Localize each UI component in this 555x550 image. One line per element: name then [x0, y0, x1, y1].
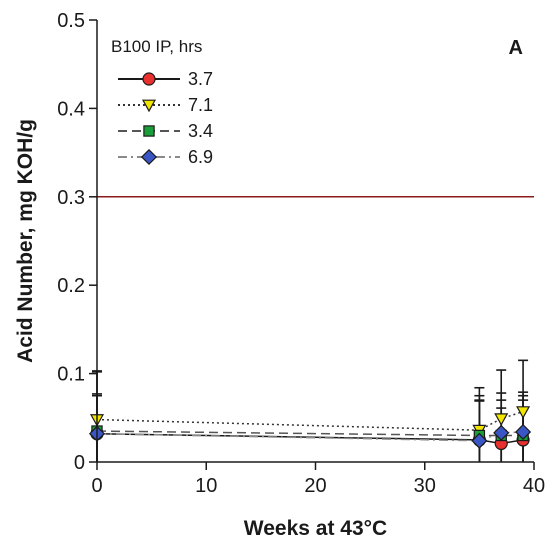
x-tick-label: 0 — [91, 475, 102, 497]
y-tick-label: 0.3 — [57, 187, 85, 209]
y-tick-label: 0.4 — [57, 98, 85, 120]
x-tick-label: 10 — [195, 475, 217, 497]
x-tick-label: 30 — [414, 475, 436, 497]
data-point — [143, 125, 155, 137]
y-tick-label: 0.2 — [57, 275, 85, 297]
legend-label: 3.4 — [188, 121, 213, 141]
x-tick-label: 40 — [523, 475, 545, 497]
ticks-layer: 0 0.1 0.2 0.3 0.4 0.5 0 10 20 30 40 — [57, 10, 545, 497]
series-layer — [88, 359, 532, 462]
series-line — [96, 430, 524, 437]
series-line — [96, 410, 524, 431]
legend-label: 6.9 — [188, 147, 213, 167]
x-tick-label: 20 — [304, 475, 326, 497]
x-axis-title: Weeks at 43°C — [244, 517, 387, 540]
data-point — [471, 432, 488, 449]
legend-label: 7.1 — [188, 95, 213, 115]
data-point — [142, 72, 156, 86]
data-point — [493, 424, 510, 441]
panel-label: A — [509, 37, 523, 59]
data-point — [515, 423, 532, 440]
legend-label: 3.7 — [188, 69, 213, 89]
y-axis-title: Acid Number, mg KOH/g — [14, 119, 37, 363]
y-tick-label: 0 — [74, 452, 85, 474]
y-tick-label: 0.1 — [57, 364, 85, 386]
data-point — [494, 413, 509, 426]
series-line — [96, 431, 524, 442]
axes-layer — [96, 20, 534, 463]
data-point — [141, 99, 157, 113]
data-point — [516, 406, 531, 419]
data-point — [140, 148, 158, 166]
y-tick-label: 0.5 — [57, 10, 85, 32]
legend: B100 IP, hrs 3.7 7.1 3.4 6.9 — [111, 37, 213, 167]
legend-title: B100 IP, hrs — [111, 37, 202, 56]
